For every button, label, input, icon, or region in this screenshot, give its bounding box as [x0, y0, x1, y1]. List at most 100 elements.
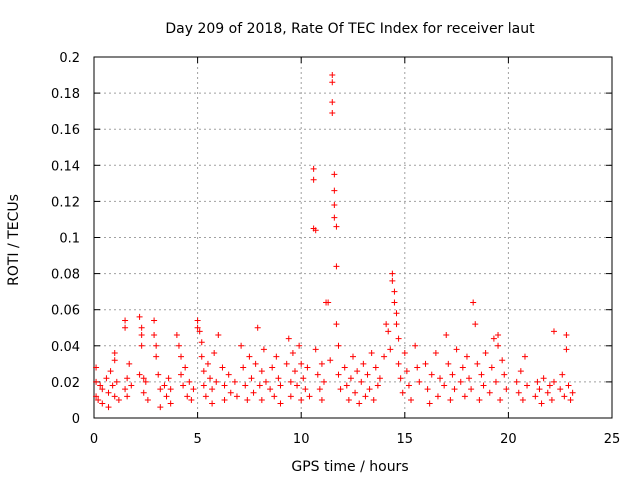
- data-point: [368, 350, 375, 357]
- data-point: [207, 375, 214, 382]
- data-point: [250, 389, 257, 396]
- data-point: [113, 378, 120, 385]
- data-point: [275, 375, 282, 382]
- data-point: [246, 353, 253, 360]
- data-point: [310, 176, 317, 183]
- data-point: [138, 331, 145, 338]
- data-point: [343, 382, 350, 389]
- data-point: [165, 375, 172, 382]
- data-point: [196, 328, 203, 335]
- data-point: [457, 378, 464, 385]
- data-point: [563, 331, 570, 338]
- data-point: [488, 364, 495, 371]
- data-point: [492, 378, 499, 385]
- data-point: [219, 364, 226, 371]
- data-point: [470, 299, 477, 306]
- data-point: [105, 389, 112, 396]
- data-point: [227, 389, 234, 396]
- data-point: [538, 400, 545, 407]
- data-point: [495, 331, 502, 338]
- data-point: [569, 389, 576, 396]
- data-point: [364, 371, 371, 378]
- data-point: [515, 389, 522, 396]
- data-point: [271, 393, 278, 400]
- x-tick-label: 20: [500, 432, 517, 447]
- data-point: [461, 393, 468, 400]
- data-point: [443, 331, 450, 338]
- data-point: [499, 357, 506, 364]
- data-point: [180, 382, 187, 389]
- data-point: [325, 299, 332, 306]
- data-point: [260, 346, 267, 353]
- data-point: [524, 382, 531, 389]
- data-point: [501, 371, 508, 378]
- data-point: [128, 382, 135, 389]
- data-point: [428, 371, 435, 378]
- data-point: [563, 346, 570, 353]
- data-point: [447, 396, 454, 403]
- data-point: [231, 378, 238, 385]
- data-point: [374, 382, 381, 389]
- data-point: [287, 393, 294, 400]
- data-point: [287, 378, 294, 385]
- data-point: [521, 353, 528, 360]
- data-point: [167, 400, 174, 407]
- data-point: [190, 386, 197, 393]
- data-point: [329, 99, 336, 106]
- data-point: [565, 382, 572, 389]
- data-point: [107, 368, 114, 375]
- data-point: [567, 396, 574, 403]
- data-point: [267, 386, 274, 393]
- data-point: [550, 328, 557, 335]
- data-point: [200, 368, 207, 375]
- data-point: [298, 396, 305, 403]
- data-point: [360, 360, 367, 367]
- tick-layer: [93, 56, 613, 419]
- data-point: [277, 400, 284, 407]
- x-tick-label: 0: [90, 432, 98, 447]
- data-point: [115, 396, 122, 403]
- data-point: [221, 396, 228, 403]
- data-point: [103, 375, 110, 382]
- data-point: [354, 368, 361, 375]
- data-point: [182, 364, 189, 371]
- data-point: [254, 324, 261, 331]
- data-point: [347, 375, 354, 382]
- data-point: [412, 342, 419, 349]
- data-point: [144, 396, 151, 403]
- data-point: [352, 389, 359, 396]
- data-point: [472, 321, 479, 328]
- data-point: [310, 165, 317, 172]
- data-point: [262, 378, 269, 385]
- data-point: [331, 214, 338, 221]
- data-point: [194, 324, 201, 331]
- data-point: [155, 371, 162, 378]
- data-point: [151, 317, 158, 324]
- data-point: [408, 396, 415, 403]
- data-point: [474, 360, 481, 367]
- data-point: [151, 331, 158, 338]
- x-tick-labels: 0 5 10 15 20 25: [90, 432, 620, 447]
- data-point: [366, 386, 373, 393]
- y-tick-label: 0.06: [51, 304, 80, 319]
- data-point: [437, 375, 444, 382]
- data-point: [233, 393, 240, 400]
- y-tick-label: 0.16: [51, 123, 80, 138]
- data-point: [289, 350, 296, 357]
- data-point: [486, 389, 493, 396]
- data-point: [559, 371, 566, 378]
- data-point: [306, 393, 313, 400]
- data-point: [186, 378, 193, 385]
- data-point: [393, 321, 400, 328]
- data-point: [397, 375, 404, 382]
- data-point: [126, 360, 133, 367]
- points-layer: [93, 72, 576, 411]
- data-point: [480, 382, 487, 389]
- data-point: [122, 386, 129, 393]
- data-point: [175, 342, 182, 349]
- data-point: [294, 382, 301, 389]
- data-point: [333, 321, 340, 328]
- data-point: [273, 353, 280, 360]
- data-point: [184, 393, 191, 400]
- data-point: [414, 364, 421, 371]
